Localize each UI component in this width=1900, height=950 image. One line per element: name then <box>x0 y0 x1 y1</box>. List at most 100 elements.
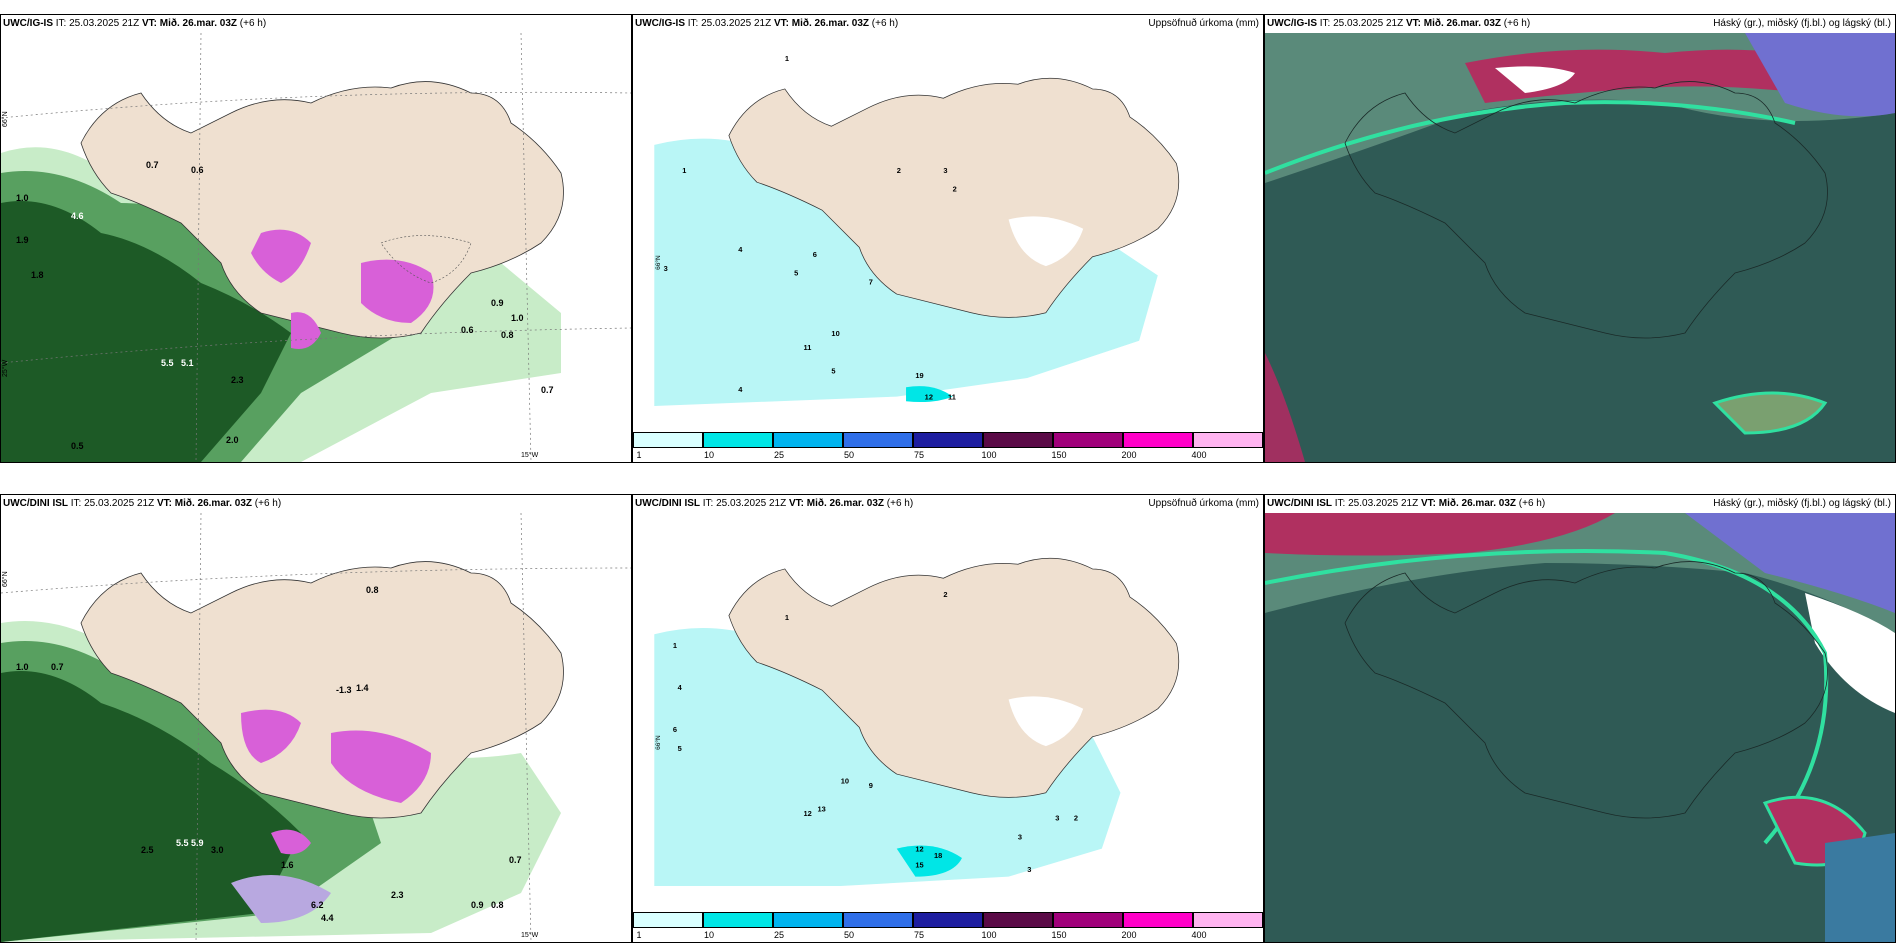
precip-value: 11 <box>948 392 956 401</box>
precip-value: 2 <box>1074 814 1078 823</box>
wind-value: 2.5 <box>141 845 154 855</box>
wind-value: 0.8 <box>501 330 514 340</box>
precip-value: 4 <box>738 385 743 394</box>
colorbar-tick-label: 1 <box>636 930 642 940</box>
precip-value: 3 <box>943 166 947 175</box>
colorbar-cell <box>1193 912 1263 928</box>
precip-title: Uppsöfnuð úrkoma (mm) <box>1148 498 1259 509</box>
wind-value: 0.8 <box>491 900 504 910</box>
precip-value: 9 <box>869 781 873 790</box>
wind-value: 0.7 <box>146 160 159 170</box>
wind-value: 4.6 <box>71 211 84 221</box>
precip-value: 1 <box>785 613 789 622</box>
precip-title: Uppsöfnuð úrkoma (mm) <box>1148 18 1259 29</box>
wind-value: 2.3 <box>391 890 404 900</box>
wind-value: 5.5 <box>161 358 174 368</box>
precip-value: 6 <box>813 250 817 259</box>
cloud-map-bottom <box>1265 513 1895 942</box>
precip-value: 3 <box>1055 814 1059 823</box>
panel-wind-precip-bottom: UWC/DINI ISL IT: 25.03.2025 21Z VT: Mið.… <box>0 494 632 943</box>
lon-label: 15°W <box>521 931 539 939</box>
colorbar-cell <box>633 432 703 448</box>
colorbar-cell <box>773 432 843 448</box>
wind-value: 5.5 <box>176 838 189 848</box>
precip-value: 1 <box>682 166 686 175</box>
panel-clouds-bottom: UWC/DINI ISL IT: 25.03.2025 21Z VT: Mið.… <box>1264 494 1896 943</box>
precip-colorbar: 1 10 25 50 75 100 150 200 400 <box>633 912 1263 942</box>
wind-value: 1.0 <box>511 313 524 323</box>
colorbar-cell <box>913 912 983 928</box>
panel-header: UWC/DINI ISL IT: 25.03.2025 21Z VT: Mið.… <box>635 498 914 509</box>
wind-value: 1.9 <box>16 235 29 245</box>
wind-map-top: 0.7 0.6 1.0 4.6 1.9 1.8 0.9 1.0 5.5 5.1 … <box>1 33 631 462</box>
precip-value: 15 <box>915 860 923 869</box>
colorbar-tick-label: 400 <box>1191 450 1207 460</box>
lon-label: 15°W <box>521 451 539 459</box>
colorbar-cell <box>703 912 773 928</box>
wind-value: 2.3 <box>231 375 244 385</box>
panel-header: UWC/DINI ISL IT: 25.03.2025 21Z VT: Mið.… <box>3 498 282 509</box>
wind-value: 0.6 <box>191 165 204 175</box>
panel-header: UWC/IG-IS IT: 25.03.2025 21Z VT: Mið. 26… <box>1267 18 1531 29</box>
wind-value: 4.4 <box>321 913 334 923</box>
lat-label: 66°N <box>1 111 9 127</box>
precip-value: 10 <box>841 776 849 785</box>
colorbar-cell <box>633 912 703 928</box>
colorbar-cell <box>773 912 843 928</box>
wind-value: 6.2 <box>311 900 324 910</box>
wind-value: 2.0 <box>226 435 239 445</box>
precip-value: 18 <box>934 851 942 860</box>
precip-value: 1 <box>785 54 789 63</box>
precip-map-top: 1 1 2 3 2 3 4 5 6 7 10 11 5 4 12 11 19 6… <box>654 33 1242 406</box>
colorbar-tick-label: 100 <box>981 450 997 460</box>
precip-value: 12 <box>925 392 933 401</box>
precip-value: 3 <box>664 264 668 273</box>
cloud-title: Háský (gr.), miðský (fj.bl.) og lágský (… <box>1713 18 1891 29</box>
colorbar-tick-label: 50 <box>843 930 855 940</box>
precip-colorbar: 1 10 25 50 75 100 150 200 400 <box>633 432 1263 462</box>
precip-value: 7 <box>869 278 873 287</box>
lat-label: 66°N <box>654 735 662 750</box>
colorbar-cell <box>1053 432 1123 448</box>
wind-value: 5.9 <box>191 838 204 848</box>
precip-map-bottom: 1 2 1 4 6 5 13 12 10 9 3 2 15 18 12 3 3 … <box>654 513 1242 886</box>
colorbar-cell <box>703 432 773 448</box>
colorbar-tick-label: 25 <box>773 930 785 940</box>
wind-value: 0.8 <box>366 585 379 595</box>
panel-header: UWC/IG-IS IT: 25.03.2025 21Z VT: Mið. 26… <box>3 18 267 29</box>
wind-value: 0.7 <box>51 662 64 672</box>
precip-value: 5 <box>678 744 682 753</box>
precip-value: 12 <box>915 844 923 853</box>
cloud-map-top <box>1265 33 1895 462</box>
colorbar-tick-label: 400 <box>1191 930 1207 940</box>
colorbar-cell <box>1123 912 1193 928</box>
panel-header: UWC/IG-IS IT: 25.03.2025 21Z VT: Mið. 26… <box>635 18 899 29</box>
precip-value: 5 <box>831 366 835 375</box>
wind-value: 1.6 <box>281 860 294 870</box>
colorbar-tick-label: 10 <box>703 450 715 460</box>
precip-value: 1 <box>673 641 677 650</box>
wind-value: 0.9 <box>491 298 504 308</box>
wind-value: 0.7 <box>541 385 554 395</box>
precip-value: 3 <box>1018 832 1022 841</box>
colorbar-tick-label: 25 <box>773 450 785 460</box>
precip-value: 13 <box>817 804 825 813</box>
colorbar-tick-label: 75 <box>913 930 925 940</box>
wind-value: 0.7 <box>509 855 522 865</box>
precip-value: 2 <box>897 166 901 175</box>
precip-value: 19 <box>915 371 923 380</box>
colorbar-tick-label: 200 <box>1121 450 1137 460</box>
wind-value: 1.8 <box>31 270 44 280</box>
panel-precip-bottom: UWC/DINI ISL IT: 25.03.2025 21Z VT: Mið.… <box>632 494 1264 943</box>
wind-value: 0.5 <box>71 441 84 451</box>
panel-precip-top: UWC/IG-IS IT: 25.03.2025 21Z VT: Mið. 26… <box>632 14 1264 463</box>
colorbar-tick-label: 100 <box>981 930 997 940</box>
wind-value: 1.4 <box>356 683 369 693</box>
precip-value: 2 <box>953 185 957 194</box>
precip-value: 6 <box>673 725 677 734</box>
colorbar-cell <box>843 432 913 448</box>
precip-value: 10 <box>831 329 839 338</box>
precip-value: 5 <box>794 268 798 277</box>
colorbar-tick-label: 75 <box>913 450 925 460</box>
colorbar-tick-label: 150 <box>1051 930 1067 940</box>
